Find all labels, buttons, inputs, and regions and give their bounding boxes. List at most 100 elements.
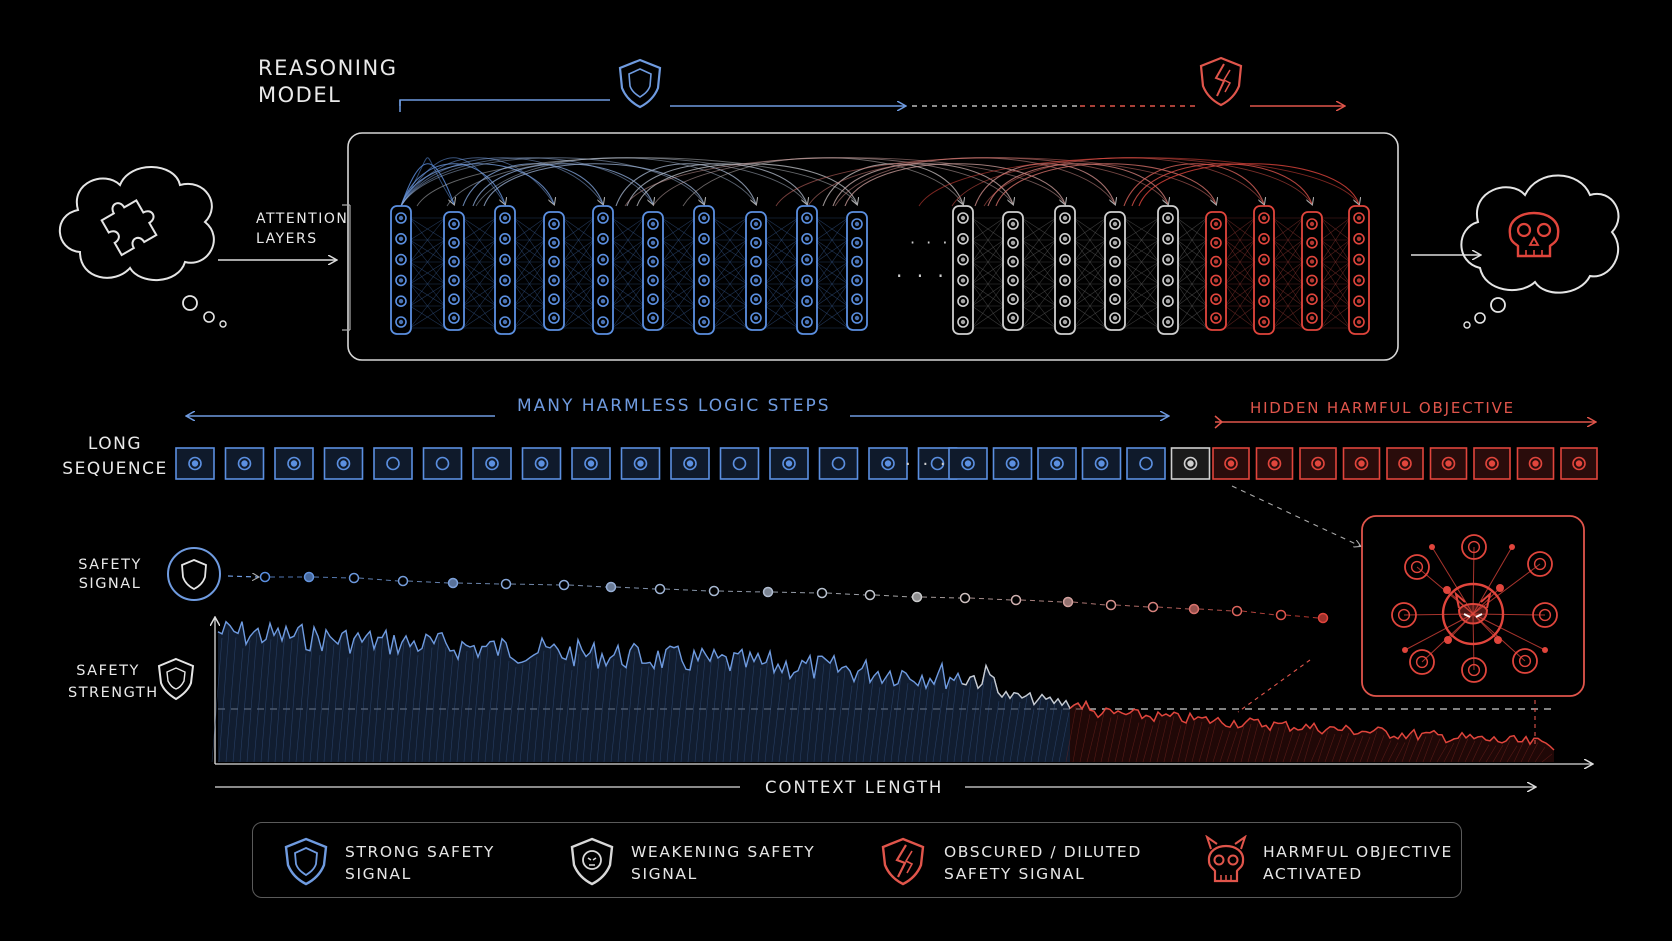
strength-hatch bbox=[855, 664, 867, 763]
layer-column bbox=[693, 205, 715, 335]
layer-node-core bbox=[1010, 259, 1016, 264]
strength-hatch bbox=[1387, 742, 1399, 763]
layer-connection bbox=[1176, 261, 1208, 307]
layer-node bbox=[548, 293, 560, 306]
layer-node bbox=[957, 253, 969, 266]
signal-link bbox=[969, 597, 1012, 601]
layer-node-core bbox=[701, 299, 707, 304]
signal-dot bbox=[762, 586, 774, 598]
layer-node bbox=[597, 212, 609, 224]
strength-hatch bbox=[1401, 733, 1413, 763]
layer-node-core bbox=[1062, 236, 1068, 241]
strength-hatch bbox=[1184, 720, 1196, 763]
layer-connection bbox=[1320, 261, 1351, 285]
layer-node bbox=[1258, 295, 1270, 308]
layer-connection bbox=[712, 305, 748, 329]
layer-connection bbox=[712, 283, 748, 329]
layer-column bbox=[952, 205, 974, 335]
many-harmless-steps-label: MANY HARMLESS LOGIC STEPS bbox=[517, 396, 831, 416]
strength-hatch bbox=[1002, 696, 1014, 763]
signal-link bbox=[1020, 599, 1064, 603]
signal-dot bbox=[1147, 601, 1159, 613]
strength-hatch bbox=[477, 645, 489, 763]
legend-strong-line2: SIGNAL bbox=[345, 865, 412, 884]
strength-hatch bbox=[827, 675, 839, 763]
layer-connection bbox=[815, 261, 849, 285]
signal-dot bbox=[1188, 603, 1200, 615]
strength-hatch bbox=[659, 650, 671, 763]
layer-connection bbox=[1272, 261, 1304, 307]
layer-node-core bbox=[753, 221, 759, 227]
token-dot bbox=[633, 456, 648, 471]
attention-arc bbox=[483, 163, 704, 207]
strength-hatch bbox=[1513, 740, 1525, 763]
strength-hatch bbox=[274, 630, 286, 763]
layer-node-core bbox=[551, 278, 557, 283]
layer-node bbox=[1353, 212, 1365, 224]
layer-node-core bbox=[1261, 278, 1267, 283]
legend-obscured-line1: OBSCURED / DILUTED bbox=[944, 843, 1142, 861]
layer-node bbox=[851, 218, 863, 230]
layer-node-core bbox=[1112, 221, 1118, 227]
layer-node-core bbox=[1010, 278, 1016, 283]
top-progress-arrow bbox=[399, 99, 1344, 112]
layer-connection bbox=[1123, 261, 1160, 307]
layer-connection bbox=[661, 261, 696, 307]
layer-node bbox=[1059, 274, 1071, 287]
layer-column bbox=[543, 211, 565, 331]
layer-node bbox=[597, 295, 609, 308]
layer-node-core bbox=[1309, 240, 1315, 245]
layer-connection bbox=[971, 305, 1005, 329]
strength-hatch bbox=[519, 661, 531, 763]
strength-hatch bbox=[393, 639, 405, 763]
thought-cloud-output bbox=[1460, 174, 1620, 329]
layer-node-core bbox=[1261, 215, 1267, 221]
layer-connection bbox=[1021, 239, 1057, 285]
strength-hatch bbox=[743, 665, 755, 763]
layer-node-core bbox=[1261, 299, 1267, 304]
strength-hatch bbox=[1100, 717, 1112, 763]
layer-node-core bbox=[451, 315, 457, 321]
layer-connection bbox=[409, 217, 446, 263]
attention-label-line2: LAYERS bbox=[256, 230, 318, 247]
layer-node-core bbox=[701, 236, 707, 241]
layer-node bbox=[698, 253, 710, 266]
layer-node bbox=[1162, 274, 1174, 287]
layer-node-core bbox=[451, 221, 457, 227]
strength-hatch bbox=[498, 660, 510, 763]
layer-connection bbox=[815, 239, 849, 285]
network-node-inner bbox=[1415, 655, 1429, 669]
legend-item-obscured: OBSCURED / DILUTED SAFETY SIGNAL bbox=[878, 835, 1158, 886]
model-title: REASONING MODEL bbox=[258, 55, 397, 110]
layer-node-core bbox=[753, 297, 759, 302]
layer-node-core bbox=[753, 259, 759, 264]
layer-connection bbox=[462, 217, 497, 263]
token bbox=[818, 447, 859, 480]
layer-column bbox=[846, 211, 868, 331]
layer-node bbox=[1210, 237, 1222, 249]
layer-column bbox=[1157, 205, 1179, 335]
strength-hatch bbox=[582, 647, 594, 763]
layer-connection bbox=[562, 305, 595, 329]
layer-connection bbox=[1320, 217, 1351, 241]
layer-node bbox=[1162, 212, 1174, 224]
strength-hatch bbox=[526, 656, 538, 763]
strength-hatch bbox=[834, 670, 846, 763]
strength-hatch bbox=[281, 640, 293, 763]
strength-hatch bbox=[1443, 742, 1455, 763]
legend-weakening-line2: SIGNAL bbox=[631, 865, 698, 884]
layer-connection bbox=[562, 217, 595, 241]
strength-hatch bbox=[1527, 742, 1539, 763]
layer-connection bbox=[462, 305, 497, 329]
layer-node bbox=[1059, 253, 1071, 266]
safety-strength-label: SAFETY STRENGTH bbox=[68, 661, 157, 705]
layer-node bbox=[1210, 218, 1222, 230]
layer-connection bbox=[562, 283, 595, 329]
layer-node-core bbox=[1010, 221, 1016, 227]
safety-signal-line2: SIGNAL bbox=[78, 575, 142, 592]
layer-node bbox=[548, 218, 560, 230]
layer-connection bbox=[1021, 239, 1057, 263]
token-dot-core bbox=[241, 460, 248, 467]
layer-node-core bbox=[650, 278, 656, 283]
strength-hatch bbox=[211, 637, 223, 763]
